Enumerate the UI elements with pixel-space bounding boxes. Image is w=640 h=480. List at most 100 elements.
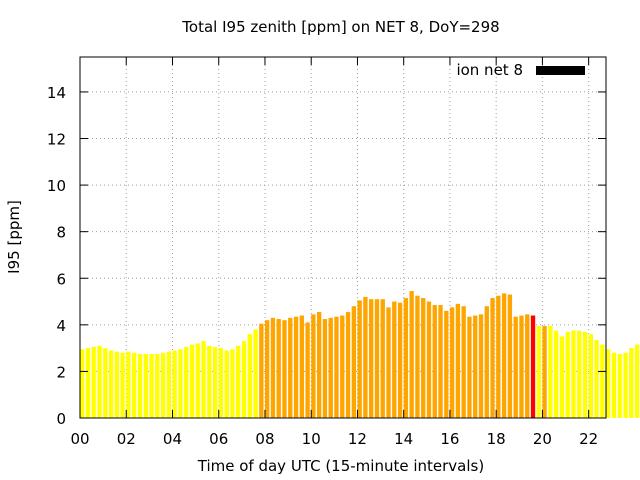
- bar: [155, 353, 160, 418]
- bar: [559, 336, 565, 418]
- bar: [253, 329, 258, 418]
- x-tick-label: 22: [579, 430, 598, 448]
- bar: [548, 326, 553, 418]
- bar: [617, 353, 622, 418]
- x-tick-labels: 00 02 04 06 08 10 12 14 16 18 20 22: [70, 430, 598, 448]
- bar: [126, 351, 131, 418]
- bar: [438, 305, 443, 418]
- bar: [467, 316, 472, 418]
- bar: [293, 316, 299, 418]
- bar: [241, 341, 247, 418]
- bar: [409, 291, 414, 418]
- bar: [403, 298, 409, 418]
- x-axis-label: Time of day UTC (15-minute intervals): [197, 457, 484, 475]
- bar: [345, 312, 351, 418]
- bar: [455, 303, 461, 418]
- bar: [588, 334, 593, 418]
- bar: [484, 306, 489, 418]
- bar: [421, 298, 426, 418]
- bar: [91, 346, 96, 418]
- bar: [340, 315, 345, 418]
- bar: [629, 348, 634, 418]
- bar: [276, 319, 281, 418]
- bar: [218, 348, 224, 418]
- bar: [299, 315, 304, 418]
- bar: [444, 310, 449, 418]
- x-tick-label: 18: [487, 430, 506, 448]
- x-tick-label: 08: [255, 430, 274, 448]
- bar: [334, 316, 339, 418]
- bar: [230, 349, 235, 418]
- bar: [519, 315, 524, 418]
- x-tick-label: 04: [163, 430, 182, 448]
- bar: [611, 352, 617, 418]
- bar: [189, 344, 195, 418]
- bar: [536, 326, 541, 418]
- bar: [143, 353, 148, 418]
- bar: [490, 298, 495, 418]
- bar: [247, 334, 252, 418]
- bar: [282, 320, 287, 418]
- x-tick-label: 10: [302, 430, 321, 448]
- bar: [328, 317, 333, 418]
- bar: [606, 349, 611, 418]
- bar: [80, 349, 85, 418]
- bar: [600, 344, 605, 418]
- bar: [426, 301, 432, 418]
- bar: [397, 302, 403, 418]
- bar: [571, 330, 576, 418]
- bar: [178, 349, 183, 418]
- y-tick-label: 0: [56, 410, 66, 428]
- bar: [201, 341, 206, 418]
- bar: [316, 312, 322, 418]
- bar: [195, 343, 200, 418]
- bar: [172, 350, 177, 418]
- bar: [212, 346, 218, 418]
- bar: [392, 301, 397, 418]
- bar: [478, 314, 484, 418]
- bar: [149, 353, 154, 418]
- x-tick-label: 00: [70, 430, 89, 448]
- bar: [288, 317, 293, 418]
- bar: [357, 300, 362, 418]
- bar: [85, 348, 91, 418]
- bar: [415, 295, 420, 418]
- x-tick-label: 06: [209, 430, 228, 448]
- bar: [542, 326, 547, 418]
- bar: [513, 316, 518, 418]
- bar: [114, 351, 120, 418]
- chart-title: Total I95 zenith [ppm] on NET 8, DoY=298: [181, 18, 499, 36]
- bar: [432, 305, 437, 418]
- bar: [582, 331, 588, 418]
- bar: [565, 331, 570, 418]
- bar: [305, 322, 310, 418]
- bar: [363, 296, 368, 418]
- bar: [236, 345, 241, 418]
- ticks: [79, 57, 606, 419]
- y-tick-label: 6: [56, 270, 66, 288]
- bar: [553, 330, 559, 418]
- bar: [132, 352, 137, 418]
- bar: [270, 317, 276, 418]
- bar: [103, 348, 108, 418]
- bar: [264, 320, 270, 418]
- bar: [386, 307, 391, 418]
- y-tick-label: 4: [56, 317, 66, 335]
- bar: [108, 350, 114, 418]
- y-axis-label: I95 [ppm]: [5, 200, 23, 274]
- bar: [137, 353, 143, 418]
- legend-swatch: [536, 66, 585, 75]
- x-tick-label: 14: [394, 430, 413, 448]
- bar: [623, 352, 628, 418]
- legend: ion net 8: [456, 61, 585, 79]
- plot-frame: [79, 56, 607, 419]
- bar: [259, 323, 264, 418]
- legend-label: ion net 8: [456, 61, 523, 79]
- bar: [501, 293, 507, 418]
- bar: [594, 339, 599, 418]
- bar: [530, 315, 536, 418]
- y-tick-label: 10: [47, 177, 66, 195]
- bar: [577, 330, 582, 418]
- bar: [449, 307, 455, 418]
